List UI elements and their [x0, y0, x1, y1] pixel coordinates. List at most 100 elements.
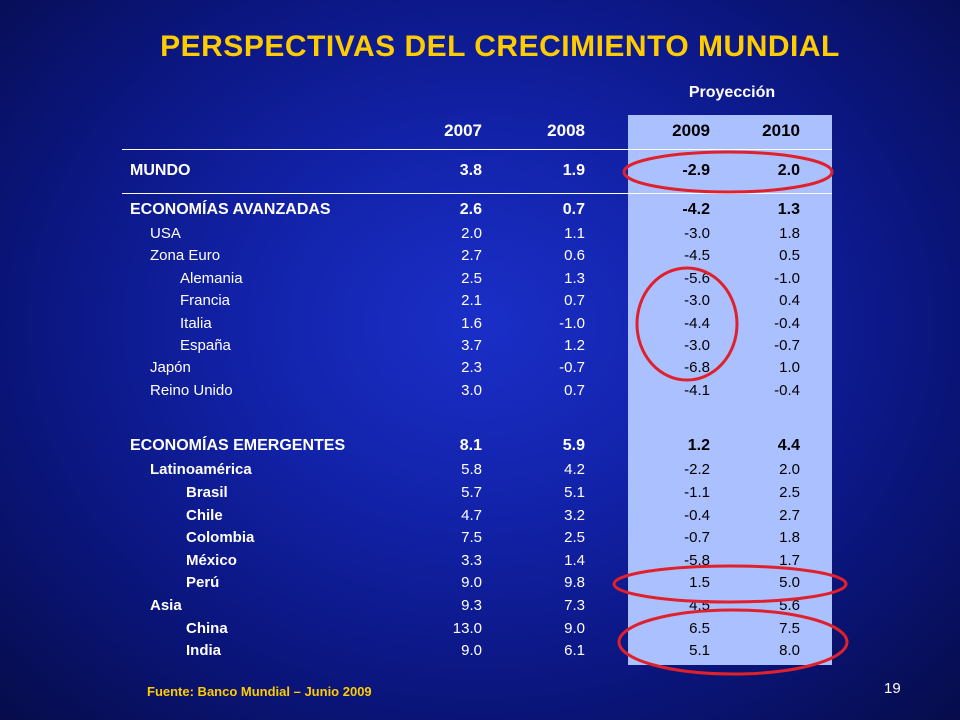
- table-row-reino-unido: Reino Unido 3.0 0.7 -4.1 -0.4: [0, 382, 960, 404]
- world-rule: [122, 193, 832, 194]
- value-2010: 1.0: [779, 359, 800, 376]
- value-2009: -6.8: [684, 359, 710, 376]
- row-label: MUNDO: [130, 162, 191, 179]
- value-2009: -4.5: [684, 247, 710, 264]
- value-2009: 6.5: [689, 620, 710, 637]
- value-2007: 9.0: [461, 642, 482, 659]
- year-header-2007: 2007: [444, 121, 482, 140]
- row-label: Japón: [150, 359, 191, 376]
- value-2009: -4.4: [684, 315, 710, 332]
- projection-highlight-band: [628, 115, 832, 665]
- value-2007: 2.7: [461, 247, 482, 264]
- value-2008: 1.4: [564, 552, 585, 569]
- table-row-brasil: Brasil 5.7 5.1 -1.1 2.5: [0, 484, 960, 506]
- table-row-chile: Chile 4.7 3.2 -0.4 2.7: [0, 507, 960, 529]
- source-note: Fuente: Banco Mundial – Junio 2009: [147, 684, 372, 699]
- value-2008: 6.1: [564, 642, 585, 659]
- projection-label: Proyección: [688, 84, 776, 101]
- value-2010: 1.3: [777, 201, 800, 218]
- value-2010: 1.8: [779, 225, 800, 242]
- value-2007: 2.5: [461, 270, 482, 287]
- value-2009: -0.7: [684, 529, 710, 546]
- value-2007: 9.3: [461, 597, 482, 614]
- header-rule: [122, 149, 832, 150]
- value-2007: 2.0: [461, 225, 482, 242]
- row-label: Zona Euro: [150, 247, 221, 264]
- value-2008: -1.0: [559, 315, 585, 332]
- value-2008: 5.1: [564, 484, 585, 501]
- value-2009: -1.1: [684, 484, 710, 501]
- table-row-economias-avanzadas: ECONOMÍAS AVANZADAS 2.6 0.7 -4.2 1.3: [0, 201, 960, 223]
- row-label: Brasil: [186, 484, 228, 501]
- value-2007: 1.6: [461, 315, 482, 332]
- value-2009: 5.1: [689, 642, 710, 659]
- value-2007: 8.1: [459, 437, 482, 454]
- value-2009: -2.2: [684, 461, 710, 478]
- row-label: México: [186, 552, 237, 569]
- value-2010: 5.0: [779, 574, 800, 591]
- row-label: Chile: [186, 507, 223, 524]
- page-number: 19: [884, 680, 901, 697]
- value-2008: 3.2: [564, 507, 585, 524]
- row-label: India: [186, 642, 222, 659]
- ring-mundo-2009: [622, 150, 834, 194]
- table-row-alemania: Alemania 2.5 1.3 -5.6 -1.0: [0, 270, 960, 292]
- value-2010: 1.7: [779, 552, 800, 569]
- value-2008: 4.2: [564, 461, 585, 478]
- value-2010: -0.4: [774, 382, 800, 399]
- page-title: PERSPECTIVAS DEL CRECIMIENTO MUNDIAL: [160, 30, 840, 63]
- table-row-francia: Francia 2.1 0.7 -3.0 0.4: [0, 292, 960, 314]
- ring-peru: [612, 564, 848, 604]
- value-2010: 2.7: [779, 507, 800, 524]
- value-2007: 3.0: [461, 382, 482, 399]
- value-2008: 1.2: [564, 337, 585, 354]
- row-label: ECONOMÍAS AVANZADAS: [130, 201, 331, 218]
- value-2009: 1.5: [689, 574, 710, 591]
- value-2009: -2.9: [682, 162, 710, 179]
- value-2007: 5.7: [461, 484, 482, 501]
- value-2007: 2.1: [461, 292, 482, 309]
- value-2008: 0.7: [564, 292, 585, 309]
- value-2008: 9.0: [564, 620, 585, 637]
- value-2009: -3.0: [684, 337, 710, 354]
- value-2010: 4.4: [777, 437, 800, 454]
- value-2010: 8.0: [779, 642, 800, 659]
- row-label: Colombia: [186, 529, 255, 546]
- value-2007: 5.8: [461, 461, 482, 478]
- value-2008: 9.8: [564, 574, 585, 591]
- value-2008: 1.9: [562, 162, 585, 179]
- value-2009: 1.2: [687, 437, 710, 454]
- value-2010: -0.4: [774, 315, 800, 332]
- value-2010: 2.0: [777, 162, 800, 179]
- value-2007: 3.3: [461, 552, 482, 569]
- value-2007: 7.5: [461, 529, 482, 546]
- table-row-japon: Japón 2.3 -0.7 -6.8 1.0: [0, 359, 960, 381]
- table-row-india: India 9.0 6.1 5.1 8.0: [0, 642, 960, 664]
- value-2007: 2.3: [461, 359, 482, 376]
- row-label: USA: [150, 225, 181, 242]
- year-header-2010: 2010: [762, 121, 800, 140]
- value-2007: 2.6: [459, 201, 482, 218]
- value-2008: 0.7: [562, 201, 585, 218]
- value-2009: -4.2: [682, 201, 710, 218]
- value-2008: 1.1: [564, 225, 585, 242]
- value-2010: 7.5: [779, 620, 800, 637]
- year-header-2009: 2009: [672, 121, 710, 140]
- value-2010: 2.0: [779, 461, 800, 478]
- value-2010: -1.0: [774, 270, 800, 287]
- table-row-mundo: MUNDO 3.8 1.9 -2.9 2.0: [0, 162, 960, 184]
- value-2008: 0.6: [564, 247, 585, 264]
- row-label: Reino Unido: [150, 382, 233, 399]
- value-2007: 3.8: [459, 162, 482, 179]
- value-2009: -3.0: [684, 225, 710, 242]
- value-2008: 7.3: [564, 597, 585, 614]
- value-2008: 0.7: [564, 382, 585, 399]
- table-row-mexico: México 3.3 1.4 -5.8 1.7: [0, 552, 960, 574]
- value-2007: 3.7: [461, 337, 482, 354]
- value-2010: -0.7: [774, 337, 800, 354]
- value-2010: 1.8: [779, 529, 800, 546]
- table-row-zona-euro: Zona Euro 2.7 0.6 -4.5 0.5: [0, 247, 960, 269]
- row-label: China: [186, 620, 228, 637]
- value-2007: 4.7: [461, 507, 482, 524]
